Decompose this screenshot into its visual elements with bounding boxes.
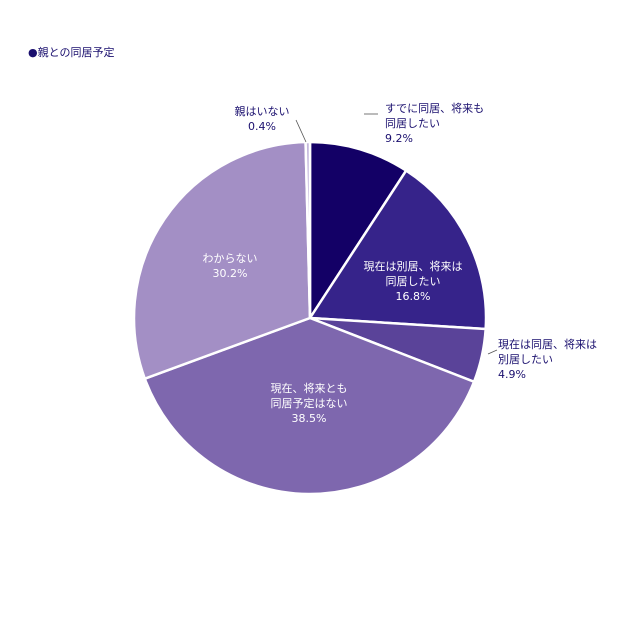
slice-label-3: 現在、将来とも同居予定はない 38.5% — [271, 382, 348, 425]
pie-slice-4 — [132, 140, 312, 380]
slice-label-line-2-1: 別居したい — [498, 353, 553, 366]
slice-label-line-5-0: 親はいない — [235, 105, 290, 118]
leader-line-5 — [295, 119, 307, 143]
slice-value-1: 16.8% — [396, 290, 431, 303]
slice-value-5: 0.4% — [248, 120, 276, 133]
slice-value-0: 9.2% — [385, 132, 413, 145]
slice-label-line-2-0: 現在は同居、将来は — [498, 338, 597, 351]
pie-slice-0 — [308, 140, 408, 320]
slice-label-line-3-1: 同居予定はない — [271, 396, 348, 410]
pie-slice-1 — [308, 169, 488, 331]
slice-label-line-1-1: 同居したい — [386, 275, 441, 288]
slice-label-5: 親はいない 0.4% — [235, 105, 290, 133]
slice-label-line-0-0: すでに同居、将来も — [385, 102, 484, 115]
slice-label-1: 現在は別居、将来は同居したい 16.8% — [364, 260, 463, 303]
slice-label-line-1-0: 現在は別居、将来は — [364, 260, 463, 273]
slice-value-2: 4.9% — [498, 368, 526, 381]
slice-label-2: 現在は同居、将来は別居したい 4.9% — [498, 338, 597, 381]
slice-label-4: わからない 30.2% — [203, 252, 258, 280]
chart-title: ●親との同居予定 — [28, 44, 115, 60]
leader-line-2 — [487, 349, 498, 355]
slice-label-0: すでに同居、将来も同居したい 9.2% — [385, 102, 484, 145]
title-text: ●親との同居予定 — [28, 46, 115, 59]
pie-slice-5 — [304, 140, 312, 320]
slice-value-4: 30.2% — [213, 267, 248, 280]
slice-label-line-3-0: 現在、将来とも — [271, 382, 348, 395]
slice-label-line-0-1: 同居したい — [385, 117, 440, 130]
pie-slice-3 — [143, 316, 476, 496]
slice-label-line-4-0: わからない — [203, 252, 258, 265]
slice-value-3: 38.5% — [292, 412, 327, 425]
